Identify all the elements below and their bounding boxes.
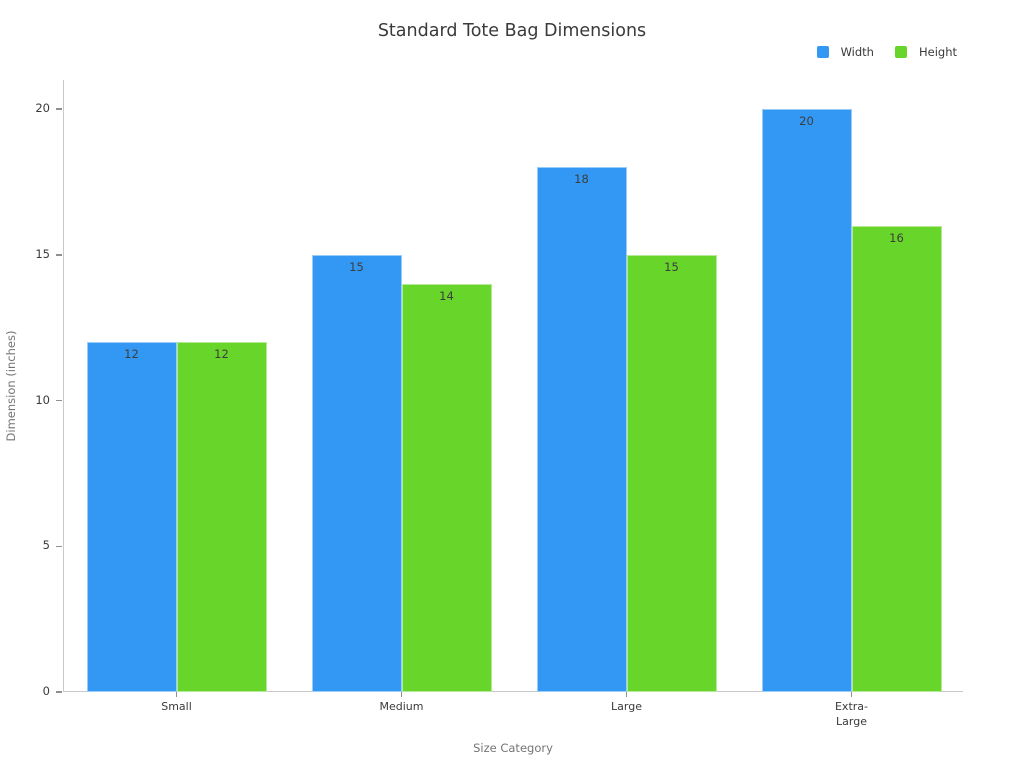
x-tick-label-small: Small [161,700,192,713]
bar-value-label: 12 [124,347,139,362]
bar-value-label: 16 [889,230,904,245]
bar-value-label: 20 [799,114,814,129]
bar-width-medium: 15 [311,254,402,692]
x-tick-mark [400,692,403,697]
bar-height-large: 15 [626,254,717,692]
chart-title: Standard Tote Bag Dimensions [377,21,647,41]
y-tick-label-10: 10 [35,392,50,407]
y-tick-label-20: 20 [35,101,50,116]
x-axis-title: Size Category [473,741,553,755]
bar-value-label: 15 [664,259,679,274]
bar-height-extra-large: 16 [851,225,942,692]
bar-value-label: 12 [214,347,229,362]
y-tick-mark [56,399,62,402]
y-tick-mark [56,254,62,256]
x-tick-mark [625,692,628,697]
bar-value-label: 15 [349,259,364,274]
y-tick-label-15: 15 [35,246,50,261]
legend-swatch-width [816,46,829,58]
legend: Width Height [816,45,957,59]
y-tick-mark [56,545,62,547]
x-tick-label-extra-large: Extra- Large [834,700,868,728]
bar-width-large: 18 [536,167,627,692]
y-axis-title: Dimension (inches) [4,330,18,442]
y-tick-label-0: 0 [42,684,50,698]
y-tick-label-5: 5 [42,538,50,553]
legend-label-height: Height [918,45,957,59]
legend-item-height: Height [894,45,957,59]
y-tick-mark [56,108,62,110]
bar-value-label: 18 [574,172,589,187]
legend-item-width: Width [816,45,874,59]
bar-height-small: 12 [176,342,267,692]
bar-height-medium: 14 [401,284,492,692]
x-tick-label-medium: Medium [379,700,424,713]
legend-label-width: Width [840,45,874,59]
x-tick-mark [850,692,853,697]
x-tick-label-large: Large [611,700,642,713]
legend-swatch-height [894,46,907,58]
bar-width-extra-large: 20 [761,109,852,692]
x-tick-mark [175,692,178,697]
plot-area: 12 12 Small 15 14 Medium 18 15 Large 20 16 Extra- L… [35,80,963,728]
bar-width-small: 12 [86,342,177,692]
bar-value-label: 14 [439,289,454,303]
y-tick-mark [56,691,62,693]
